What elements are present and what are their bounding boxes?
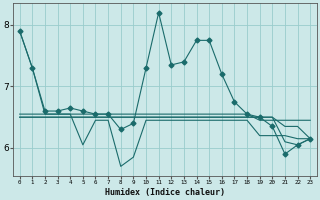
X-axis label: Humidex (Indice chaleur): Humidex (Indice chaleur) bbox=[105, 188, 225, 197]
